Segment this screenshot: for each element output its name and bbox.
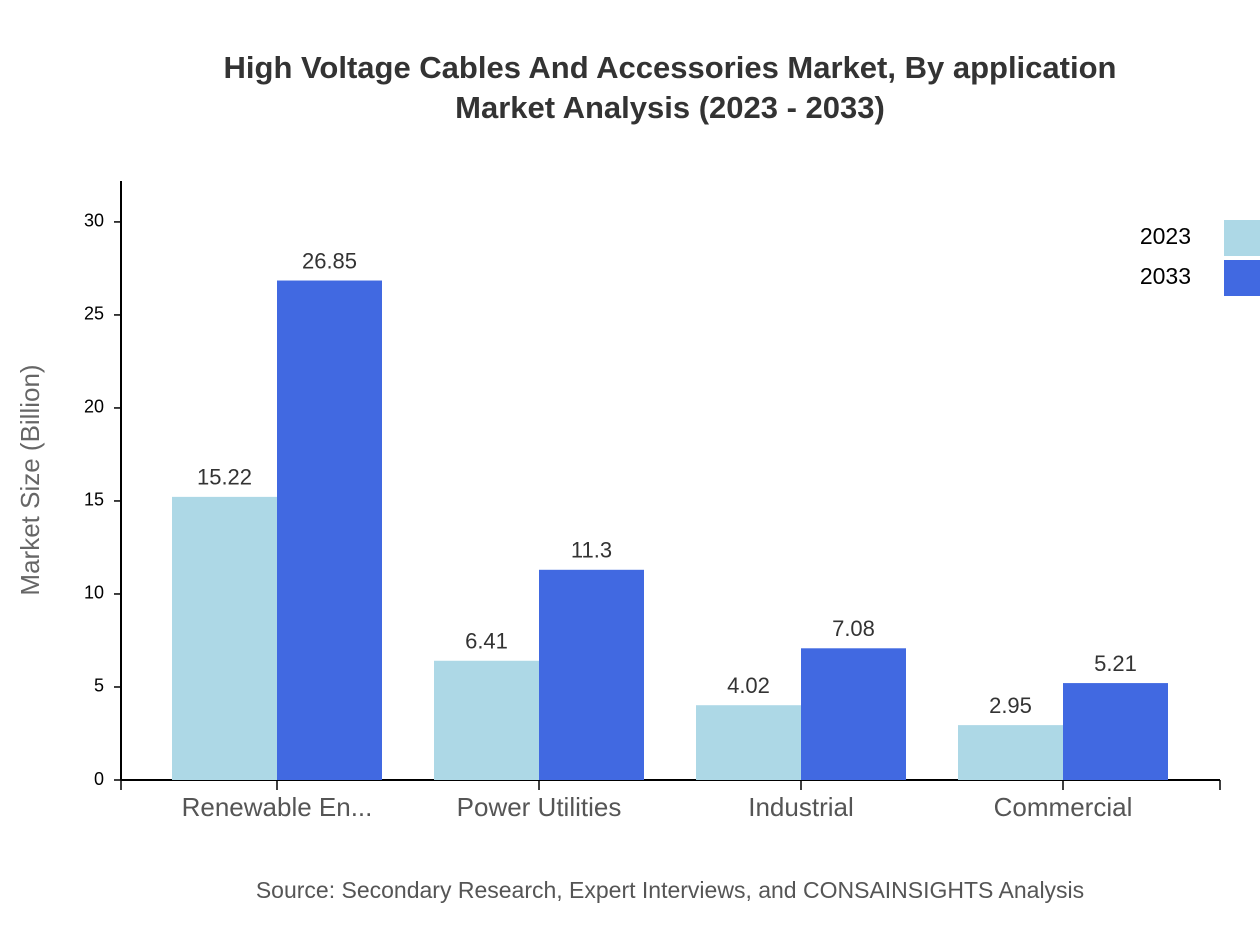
- bar: [172, 496, 277, 780]
- value-label: 6.41: [465, 629, 508, 654]
- y-tick-label: 30: [84, 211, 104, 231]
- value-label: 15.22: [197, 465, 252, 490]
- bar: [958, 725, 1063, 780]
- x-tick-label: Power Utilities: [457, 792, 622, 822]
- y-tick-label: 10: [84, 583, 104, 603]
- bar: [277, 280, 382, 780]
- y-tick-label: 5: [94, 676, 104, 696]
- legend-swatch: [1224, 260, 1260, 296]
- bar: [801, 648, 906, 780]
- value-label: 2.95: [989, 693, 1032, 718]
- y-tick-label: 15: [84, 490, 104, 510]
- x-tick-label: Industrial: [748, 792, 854, 822]
- value-label: 4.02: [727, 673, 770, 698]
- y-tick-label: 0: [94, 769, 104, 789]
- legend-label: 2033: [1140, 263, 1191, 289]
- y-tick-label: 20: [84, 397, 104, 417]
- y-axis-label: Market Size (Billion): [15, 364, 45, 595]
- value-label: 11.3: [571, 538, 612, 563]
- value-label: 5.21: [1094, 651, 1137, 676]
- legend-label: 2023: [1140, 223, 1191, 249]
- x-tick-label: Renewable En...: [182, 792, 373, 822]
- chart-subtitle: Market Analysis (2023 - 2033): [455, 90, 885, 125]
- x-tick-label: Commercial: [994, 792, 1133, 822]
- source-note: Source: Secondary Research, Expert Inter…: [256, 877, 1084, 903]
- y-tick-label: 25: [84, 304, 104, 324]
- chart-title: High Voltage Cables And Accessories Mark…: [224, 50, 1117, 85]
- bar: [539, 569, 644, 780]
- legend-swatch: [1224, 220, 1260, 256]
- bar: [434, 660, 539, 780]
- value-label: 26.85: [302, 248, 357, 273]
- bar: [696, 705, 801, 780]
- bar: [1063, 683, 1168, 780]
- value-label: 7.08: [832, 616, 875, 641]
